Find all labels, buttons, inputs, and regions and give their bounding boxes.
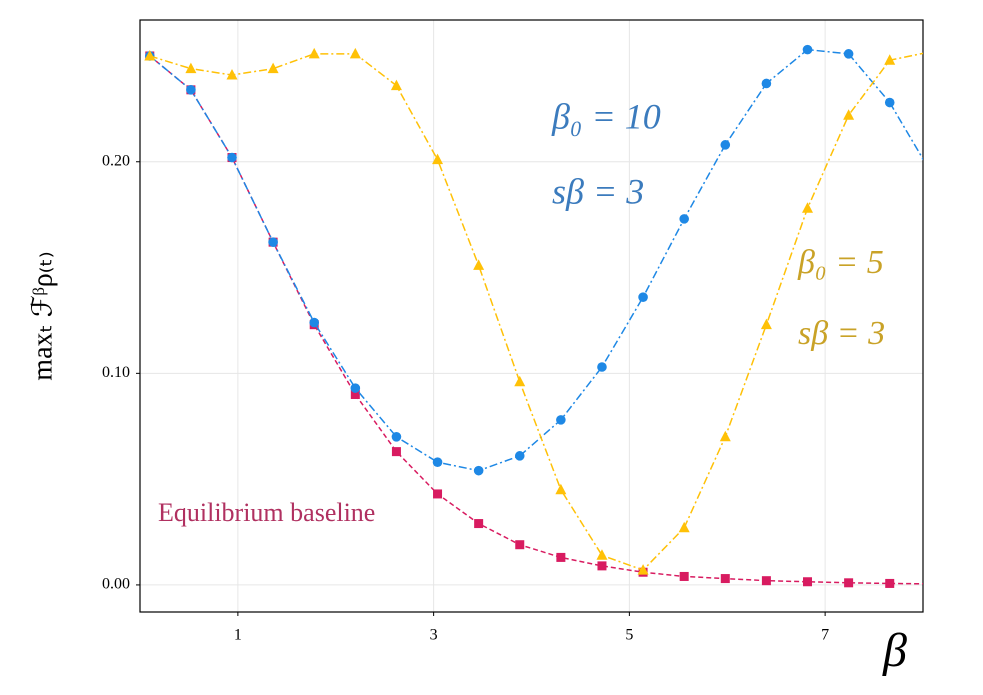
marker	[432, 153, 444, 165]
annotation: sβ = 3	[798, 315, 885, 352]
marker	[473, 465, 484, 476]
marker	[391, 432, 402, 442]
marker	[761, 576, 771, 586]
marker	[186, 85, 196, 95]
x-axis-label: β	[882, 624, 907, 677]
marker	[185, 62, 197, 74]
marker	[473, 259, 485, 270]
marker	[555, 483, 567, 495]
marker	[514, 375, 526, 387]
marker	[144, 49, 156, 61]
marker	[268, 237, 278, 247]
marker	[885, 578, 895, 588]
plot-area	[144, 44, 936, 588]
marker	[227, 152, 237, 163]
annotation: sβ = 3	[552, 171, 644, 211]
x-tick-label: 7	[821, 627, 829, 644]
annotation: β₀ = 10	[551, 96, 661, 136]
marker	[638, 292, 648, 302]
marker	[843, 49, 854, 59]
y-tick-label: 0.10	[102, 364, 130, 381]
x-tick-label: 3	[430, 627, 438, 644]
marker	[679, 571, 689, 581]
annotation: Equilibrium baseline	[158, 498, 375, 527]
marker	[556, 552, 566, 562]
marker	[926, 168, 936, 178]
marker	[350, 383, 361, 393]
annotation: β₀ = 5	[797, 244, 884, 281]
marker	[802, 202, 814, 213]
marker	[350, 389, 360, 399]
y-axis-label: maxₜ ℱᵝρ₍ₜ₎	[27, 251, 58, 380]
y-tick-label: 0.20	[102, 152, 130, 169]
marker	[679, 214, 689, 224]
marker	[760, 318, 772, 330]
marker	[391, 447, 401, 457]
marker	[308, 47, 320, 59]
marker	[309, 317, 320, 328]
marker	[267, 62, 279, 74]
marker	[474, 519, 484, 529]
marker	[719, 430, 731, 442]
marker	[433, 489, 443, 499]
series-line	[149, 48, 923, 472]
marker	[390, 79, 402, 91]
marker	[761, 78, 772, 89]
marker	[432, 457, 443, 468]
marker	[884, 97, 895, 108]
marker	[843, 109, 855, 120]
marker	[803, 577, 813, 587]
marker	[597, 362, 607, 372]
marker	[226, 69, 238, 80]
plot-frame	[139, 19, 924, 613]
marker	[844, 578, 854, 588]
series-line	[149, 52, 923, 571]
marker	[884, 54, 896, 65]
marker	[802, 44, 813, 55]
marker	[597, 561, 607, 571]
marker	[678, 521, 690, 533]
x-tick-label: 1	[234, 627, 242, 644]
marker	[925, 46, 936, 57]
marker	[637, 564, 649, 575]
marker	[514, 451, 525, 461]
x-tick-label: 5	[625, 627, 633, 644]
marker	[515, 540, 525, 550]
marker	[720, 140, 731, 150]
marker	[556, 415, 566, 425]
y-tick-label: 0.00	[102, 576, 130, 593]
marker	[720, 574, 730, 584]
marker	[926, 579, 935, 588]
marker	[349, 47, 361, 59]
marker	[596, 549, 608, 560]
